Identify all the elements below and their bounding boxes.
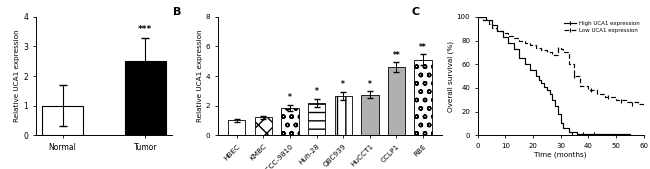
Y-axis label: Overall survival (%): Overall survival (%) <box>447 41 454 112</box>
Text: *: * <box>288 93 292 102</box>
Legend: High UCA1 expression, Low UCA1 expression: High UCA1 expression, Low UCA1 expressio… <box>563 20 641 34</box>
Y-axis label: Relative UCA1 expression: Relative UCA1 expression <box>197 30 203 122</box>
Text: B: B <box>173 7 181 17</box>
Bar <box>361 94 378 135</box>
Text: C: C <box>411 7 420 17</box>
Text: **: ** <box>393 51 400 60</box>
X-axis label: Time (months): Time (months) <box>534 152 587 158</box>
Text: *: * <box>341 80 345 89</box>
Bar <box>415 60 432 135</box>
Bar <box>308 103 325 135</box>
Bar <box>335 96 352 135</box>
Text: **: ** <box>419 42 427 52</box>
Bar <box>42 106 83 135</box>
Y-axis label: Relative UCA1 expression: Relative UCA1 expression <box>14 30 20 122</box>
Bar <box>281 108 298 135</box>
Text: ***: *** <box>138 25 153 34</box>
Bar <box>125 61 166 135</box>
Bar <box>255 117 272 135</box>
Bar <box>228 120 245 135</box>
Text: *: * <box>368 80 372 89</box>
Bar <box>388 67 405 135</box>
Text: *: * <box>315 87 318 96</box>
